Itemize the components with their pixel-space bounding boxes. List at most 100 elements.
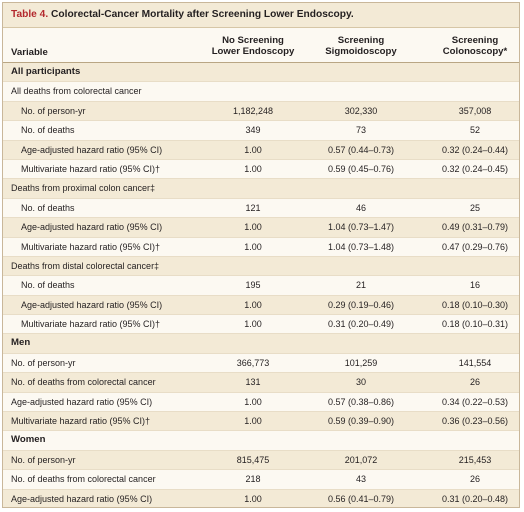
row-label: No. of deaths [21, 202, 75, 213]
table-row: Multivariate hazard ratio (95% CI)† 1.00 0… [3, 160, 519, 180]
row-label: All deaths from colorectal cancer [11, 86, 142, 97]
value-colonoscopy: 0.34 (0.22–0.53) [441, 396, 509, 407]
value-no-screening: 1.00 [244, 144, 262, 155]
header-sigmoidoscopy: Screening Sigmoidoscopy [308, 35, 414, 57]
value-colonoscopy: 0.32 (0.24–0.45) [441, 163, 509, 174]
table-row: No. of deaths 349 73 52 [3, 121, 519, 141]
table-row: Age-adjusted hazard ratio (95% CI) 1.00 1.… [3, 218, 519, 238]
table-row: No. of person-yr 1,182,248 302,330 357,008 [3, 101, 519, 122]
value-no-screening: 1.00 [244, 299, 262, 310]
value-colonoscopy: 215,453 [458, 454, 492, 465]
row-label: Multivariate hazard ratio (95% CI)† [21, 319, 161, 330]
row-label: Age-adjusted hazard ratio (95% CI) [21, 299, 163, 310]
table-row: Multivariate hazard ratio (95% CI)† 1.00 0… [3, 315, 519, 335]
value-no-screening: 131 [245, 377, 261, 388]
value-sigmoidoscopy: 0.56 (0.41–0.79) [327, 493, 395, 504]
value-sigmoidoscopy: 73 [355, 125, 366, 136]
header-colonoscopy-line2: Colonoscopy* [442, 46, 508, 57]
value-sigmoidoscopy: 0.59 (0.45–0.76) [327, 163, 395, 174]
value-colonoscopy: 26 [469, 474, 480, 485]
row-label: Age-adjusted hazard ratio (95% CI) [21, 222, 163, 233]
value-sigmoidoscopy: 0.57 (0.44–0.73) [327, 144, 395, 155]
table-header: Variable No Screening Lower Endoscopy Sc… [3, 28, 519, 63]
row-label: No. of deaths from colorectal cancer [11, 377, 156, 388]
value-no-screening: 349 [245, 125, 261, 136]
table-caption: Colorectal-Cancer Mortality after Screen… [51, 9, 354, 20]
header-sigmoidoscopy-line1: Screening [337, 35, 385, 46]
value-colonoscopy: 0.18 (0.10–0.31) [441, 319, 509, 330]
table-body: All participants All deaths from colorect… [3, 63, 519, 507]
row-label: All participants [11, 66, 81, 77]
table-row: Age-adjusted hazard ratio (95% CI) 1.00 0.… [3, 140, 519, 160]
value-sigmoidoscopy: 0.31 (0.20–0.49) [327, 319, 395, 330]
table-row: Age-adjusted hazard ratio (95% CI) 1.00 0.… [3, 489, 519, 507]
value-sigmoidoscopy: 43 [355, 474, 366, 485]
table-row: Age-adjusted hazard ratio (95% CI) 1.00 0.… [3, 393, 519, 413]
table-row: Multivariate hazard ratio (95% CI)† 1.00 0… [3, 412, 519, 432]
header-variable: Variable [11, 47, 48, 58]
value-no-screening: 1.00 [244, 319, 262, 330]
value-sigmoidoscopy: 0.59 (0.39–0.90) [327, 416, 395, 427]
value-no-screening: 1.00 [244, 241, 262, 252]
value-no-screening: 815,475 [236, 454, 270, 465]
value-sigmoidoscopy: 30 [355, 377, 366, 388]
row-label: Women [11, 434, 46, 446]
header-no-screening-line1: No Screening [222, 35, 284, 46]
value-colonoscopy: 0.31 (0.20–0.48) [441, 493, 509, 504]
row-label: Multivariate hazard ratio (95% CI)† [11, 416, 151, 427]
value-colonoscopy: 141,554 [458, 357, 492, 368]
value-sigmoidoscopy: 302,330 [344, 105, 378, 116]
value-colonoscopy: 25 [469, 202, 480, 213]
row-label: No. of person-yr [11, 454, 76, 465]
value-no-screening: 1.00 [244, 396, 262, 407]
section-row: Men [3, 334, 519, 354]
header-sigmoidoscopy-line2: Sigmoidoscopy [325, 46, 397, 57]
value-colonoscopy: 0.49 (0.31–0.79) [441, 222, 509, 233]
value-colonoscopy: 16 [469, 280, 480, 291]
row-label: No. of person-yr [21, 105, 86, 116]
section-row: All participants [3, 63, 519, 83]
value-no-screening: 1,182,248 [232, 105, 274, 116]
value-colonoscopy: 0.18 (0.10–0.30) [441, 299, 509, 310]
value-no-screening: 1.00 [244, 493, 262, 504]
row-label: No. of deaths from colorectal cancer [11, 474, 156, 485]
subhead-row: Deaths from distal colorectal cancer‡ [3, 256, 519, 277]
value-sigmoidoscopy: 201,072 [344, 454, 378, 465]
value-no-screening: 195 [245, 280, 261, 291]
value-no-screening: 218 [245, 474, 261, 485]
value-sigmoidoscopy: 101,259 [344, 357, 378, 368]
table-container: Table 4. Colorectal-Cancer Mortality aft… [2, 2, 520, 508]
header-no-screening-line2: Lower Endoscopy [211, 46, 295, 57]
value-no-screening: 121 [245, 202, 261, 213]
table-number: Table 4. [11, 9, 49, 20]
table-row: No. of deaths 121 46 25 [3, 199, 519, 219]
value-colonoscopy: 0.36 (0.23–0.56) [441, 416, 509, 427]
table-row: No. of deaths from colorectal cancer 218 4… [3, 470, 519, 490]
row-label: No. of deaths [21, 280, 75, 291]
value-sigmoidoscopy: 0.57 (0.38–0.86) [327, 396, 395, 407]
row-label: Deaths from proximal colon cancer‡ [11, 183, 156, 194]
table-row: No. of deaths from colorectal cancer 131 3… [3, 373, 519, 393]
value-no-screening: 1.00 [244, 222, 262, 233]
value-no-screening: 1.00 [244, 163, 262, 174]
row-label: Age-adjusted hazard ratio (95% CI) [11, 396, 153, 407]
table-row: Multivariate hazard ratio (95% CI)† 1.00 1… [3, 238, 519, 257]
subhead-row: Deaths from proximal colon cancer‡ [3, 179, 519, 199]
value-colonoscopy: 357,008 [458, 105, 492, 116]
row-label: Age-adjusted hazard ratio (95% CI) [21, 144, 163, 155]
value-no-screening: 366,773 [236, 357, 270, 368]
header-no-screening: No Screening Lower Endoscopy [193, 35, 313, 57]
table-row: Age-adjusted hazard ratio (95% CI) 1.00 0.… [3, 295, 519, 316]
value-colonoscopy: 52 [469, 125, 480, 136]
row-label: Men [11, 337, 31, 349]
value-sigmoidoscopy: 1.04 (0.73–1.47) [327, 222, 395, 233]
value-colonoscopy: 0.47 (0.29–0.76) [441, 241, 509, 252]
row-label: Deaths from distal colorectal cancer‡ [11, 260, 160, 271]
value-colonoscopy: 26 [469, 377, 480, 388]
value-colonoscopy: 0.32 (0.24–0.44) [441, 144, 509, 155]
value-sigmoidoscopy: 21 [355, 280, 366, 291]
row-label: No. of person-yr [11, 357, 76, 368]
table-row: No. of deaths 195 21 16 [3, 276, 519, 296]
section-row: Women [3, 431, 519, 451]
row-label: Age-adjusted hazard ratio (95% CI) [11, 493, 153, 504]
